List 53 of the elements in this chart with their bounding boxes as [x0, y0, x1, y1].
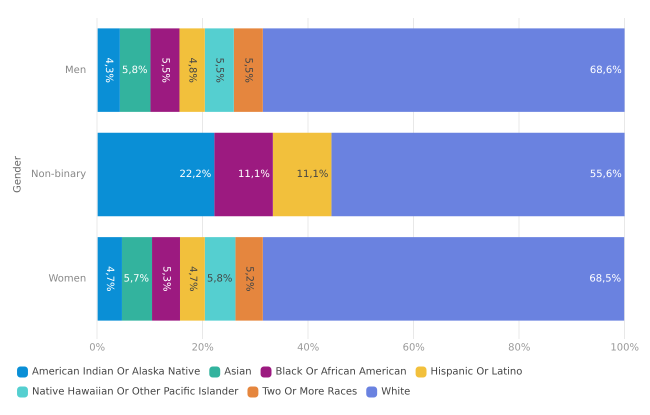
bar [272, 132, 332, 216]
bar [204, 28, 234, 112]
bar [122, 237, 152, 321]
legend-label: Native Hawaiian Or Other Pacific Islander [32, 386, 240, 398]
x-tick-label: 20% [192, 342, 214, 354]
bar [214, 132, 273, 216]
bar [262, 28, 625, 112]
data-label: 5,7% [124, 273, 150, 284]
legend-label: Two Or More Races [261, 386, 358, 398]
legend-label: Black Or African American [276, 366, 407, 378]
bar [152, 237, 180, 321]
legend-label: American Indian Or Alaska Native [32, 366, 200, 378]
bar [235, 237, 263, 321]
data-label: 5,2% [244, 266, 255, 292]
data-label: 4,7% [186, 266, 198, 292]
data-label: 5,8% [122, 64, 148, 76]
data-label: 4,8% [186, 57, 198, 83]
data-label: 4,3% [103, 57, 114, 83]
data-label: 5,5% [242, 57, 254, 83]
data-label: 11,1% [296, 169, 328, 180]
y-tick-label: Men [65, 64, 86, 76]
bar [150, 28, 180, 112]
legend-label: Asian [224, 366, 252, 378]
bar [98, 132, 214, 216]
bar [331, 132, 625, 216]
bar [98, 237, 122, 321]
y-tick-label: Non-binary [30, 169, 86, 180]
bar [179, 28, 205, 112]
x-tick-label: 0% [89, 342, 106, 354]
bar [98, 28, 120, 112]
data-label: 5,5% [214, 57, 225, 83]
data-label: 68,5% [589, 273, 622, 284]
x-tick-label: 80% [508, 342, 530, 354]
bar [262, 237, 624, 321]
x-tick-label: 60% [402, 342, 425, 354]
bar [120, 28, 150, 112]
y-axis-title: Gender [12, 155, 24, 193]
data-label: 22,2% [180, 169, 212, 180]
data-label: 4,7% [104, 266, 116, 292]
bar [234, 28, 263, 112]
legend-label: Hispanic Or Latino [430, 366, 522, 378]
legend-label: White [381, 386, 410, 398]
x-tick-label: 40% [297, 342, 320, 354]
bar [204, 237, 236, 321]
data-label: 5,5% [159, 57, 170, 83]
bar [180, 237, 205, 321]
data-label: 68,6% [590, 64, 622, 76]
x-tick-label: 100% [610, 342, 639, 354]
data-label: 55,6% [590, 169, 622, 180]
data-label: 11,1% [238, 169, 270, 180]
data-label: 5,8% [206, 273, 232, 284]
y-tick-label: Women [48, 273, 86, 284]
data-label: 5,3% [160, 266, 172, 292]
